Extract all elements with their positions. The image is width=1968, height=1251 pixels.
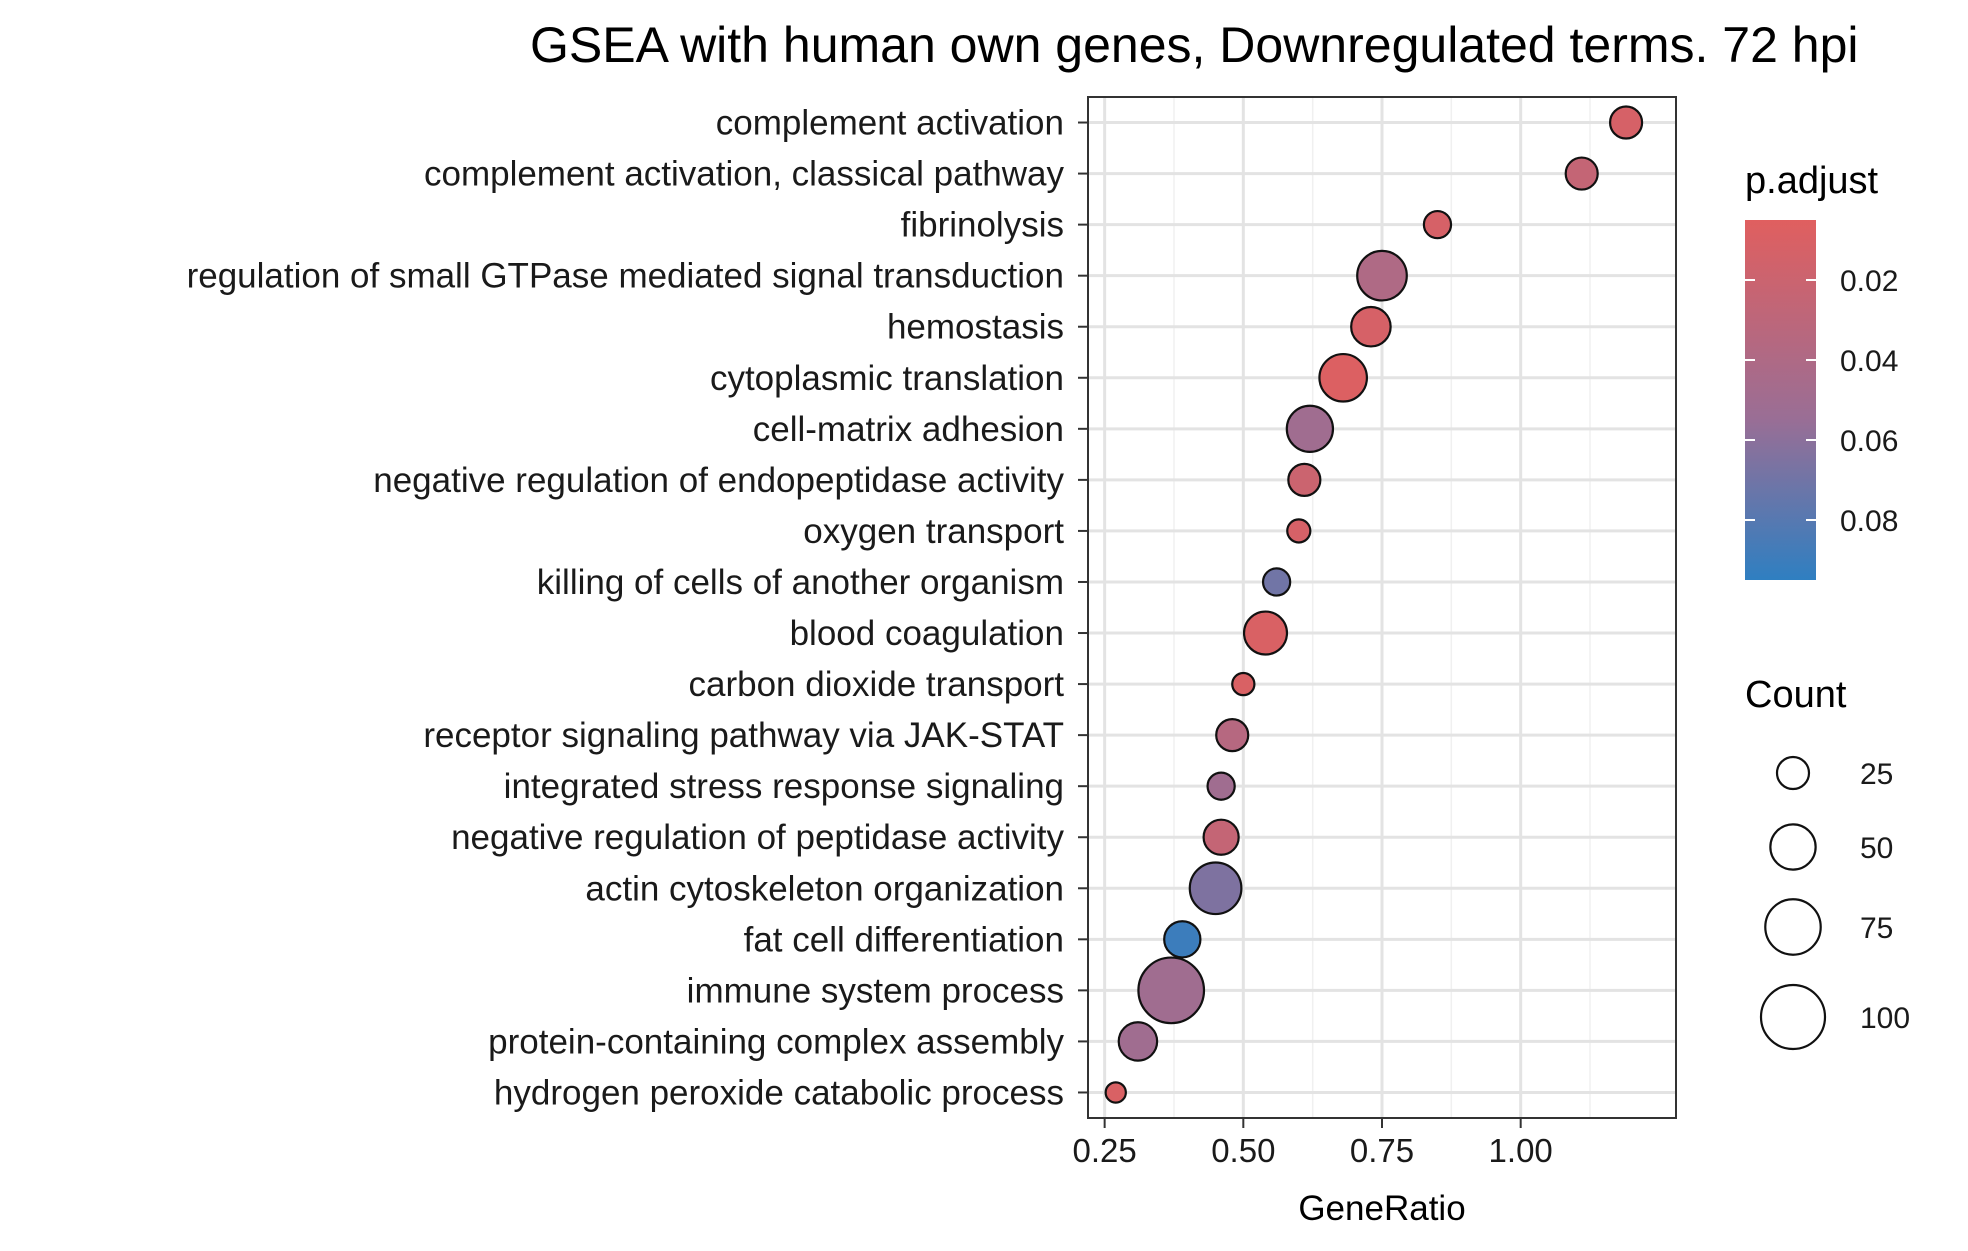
- data-point: [1104, 1081, 1127, 1104]
- x-tick-label: 0.25: [1073, 1132, 1137, 1169]
- y-tick-label: fat cell differentiation: [744, 920, 1064, 959]
- x-tick-label: 0.50: [1211, 1132, 1275, 1169]
- count-legend-circle: [1764, 898, 1822, 956]
- count-legend-title: Count: [1745, 674, 1847, 716]
- x-tick-label: 1.00: [1489, 1132, 1553, 1169]
- colorbar-tick-label: 0.02: [1840, 265, 1898, 298]
- grid-lines: [1088, 97, 1676, 1118]
- data-point: [1287, 462, 1322, 497]
- data-point: [1318, 352, 1369, 403]
- colorbar-tick-label: 0.04: [1840, 345, 1898, 378]
- data-point: [1350, 305, 1392, 348]
- y-tick-label: cytoplasmic translation: [710, 359, 1064, 398]
- count-legend-circle: [1759, 983, 1827, 1051]
- y-tick-label: immune system process: [687, 971, 1064, 1010]
- y-tick-label: negative regulation of endopeptidase act…: [373, 461, 1064, 500]
- data-point: [1231, 671, 1256, 697]
- count-legend-circle: [1775, 755, 1811, 791]
- y-tick-label: integrated stress response signaling: [504, 767, 1064, 806]
- x-tick-label: 0.75: [1350, 1132, 1414, 1169]
- data-points: [1104, 105, 1644, 1104]
- count-legend-label: 50: [1860, 832, 1893, 865]
- p-adjust-legend-title: p.adjust: [1745, 160, 1879, 202]
- y-tick-label: regulation of small GTPase mediated sign…: [187, 257, 1064, 296]
- data-point: [1286, 518, 1312, 544]
- colorbar-tick-label: 0.06: [1840, 425, 1898, 458]
- data-point: [1261, 567, 1292, 597]
- data-point: [1242, 610, 1289, 656]
- count-legend-label: 25: [1860, 758, 1893, 791]
- colorbar-tick-label: 0.08: [1840, 505, 1898, 538]
- data-point: [1163, 920, 1202, 959]
- y-tick-label: oxygen transport: [803, 512, 1064, 551]
- y-tick-label: protein-containing complex assembly: [488, 1022, 1064, 1061]
- chart-title: GSEA with human own genes, Downregulated…: [530, 17, 1859, 73]
- data-point: [1215, 718, 1250, 753]
- y-tick-label: complement activation, classical pathway: [424, 155, 1065, 194]
- x-axis: 0.25 0.50 0.75 1.00: [1073, 1118, 1553, 1169]
- y-tick-label: cell-matrix adhesion: [753, 410, 1064, 449]
- count-legend-circle: [1769, 823, 1817, 871]
- data-point: [1608, 105, 1644, 140]
- y-axis-labels: complement activation complement activati…: [187, 104, 1088, 1112]
- y-tick-label: fibrinolysis: [901, 206, 1064, 245]
- x-axis-title: GeneRatio: [1298, 1189, 1465, 1228]
- data-point: [1202, 818, 1240, 856]
- y-tick-label: negative regulation of peptidase activit…: [451, 818, 1064, 857]
- count-legend: Count 25 50 75 100: [1745, 674, 1910, 1051]
- count-legend-label: 75: [1860, 912, 1893, 945]
- y-tick-label: complement activation: [716, 104, 1064, 143]
- y-tick-label: hemostasis: [887, 308, 1064, 347]
- y-tick-label: blood coagulation: [790, 614, 1064, 653]
- data-point: [1117, 1021, 1159, 1062]
- data-point: [1285, 404, 1335, 454]
- data-point: [1564, 156, 1599, 191]
- p-adjust-colorbar: [1745, 220, 1816, 580]
- p-adjust-legend: p.adjust 0.02 0.04 0.06 0.08: [1745, 160, 1898, 580]
- data-point: [1422, 209, 1453, 240]
- y-tick-label: actin cytoskeleton organization: [585, 869, 1064, 908]
- y-tick-label: hydrogen peroxide catabolic process: [494, 1073, 1064, 1112]
- data-point: [1188, 861, 1243, 916]
- data-point: [1206, 771, 1236, 801]
- data-point: [1356, 249, 1408, 302]
- count-legend-label: 100: [1860, 1002, 1910, 1035]
- data-point: [1137, 956, 1206, 1025]
- y-tick-label: carbon dioxide transport: [689, 665, 1065, 704]
- y-tick-label: killing of cells of another organism: [537, 563, 1064, 602]
- y-tick-label: receptor signaling pathway via JAK-STAT: [423, 716, 1064, 755]
